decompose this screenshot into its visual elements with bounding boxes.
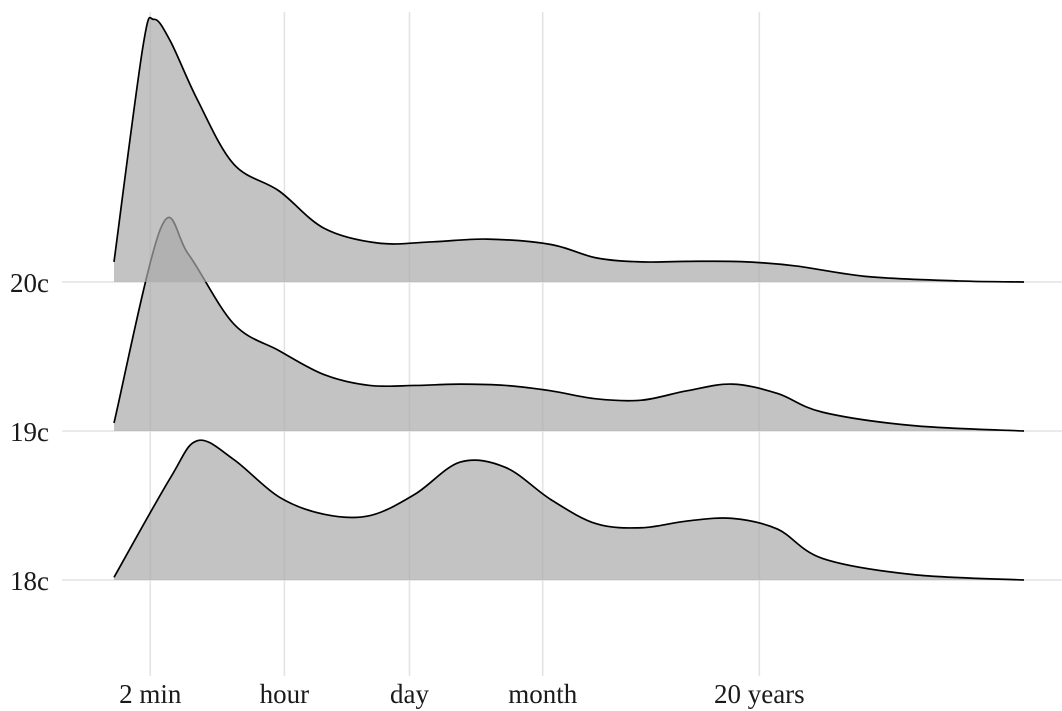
row-label-19c: 19c (10, 417, 49, 447)
x-tick-label: day (390, 679, 429, 709)
ridge-layer (113, 16, 1025, 581)
ridge-area-19c (114, 217, 1024, 431)
ridge-area-18c (114, 440, 1024, 580)
row-label-20c: 20c (10, 268, 49, 298)
x-tick-label: 20 years (714, 679, 805, 709)
x-tick-label: month (508, 679, 578, 709)
label-layer: 2 min hour day month 20 years 18c 19c 20c (10, 268, 805, 709)
ridge-area-20c (114, 17, 1024, 283)
ridge-line-20c (113, 16, 1025, 283)
row-label-18c: 18c (10, 566, 49, 596)
x-tick-label: hour (260, 679, 310, 709)
x-tick-label: 2 min (119, 679, 182, 709)
ridge-line-18c (113, 439, 1025, 581)
